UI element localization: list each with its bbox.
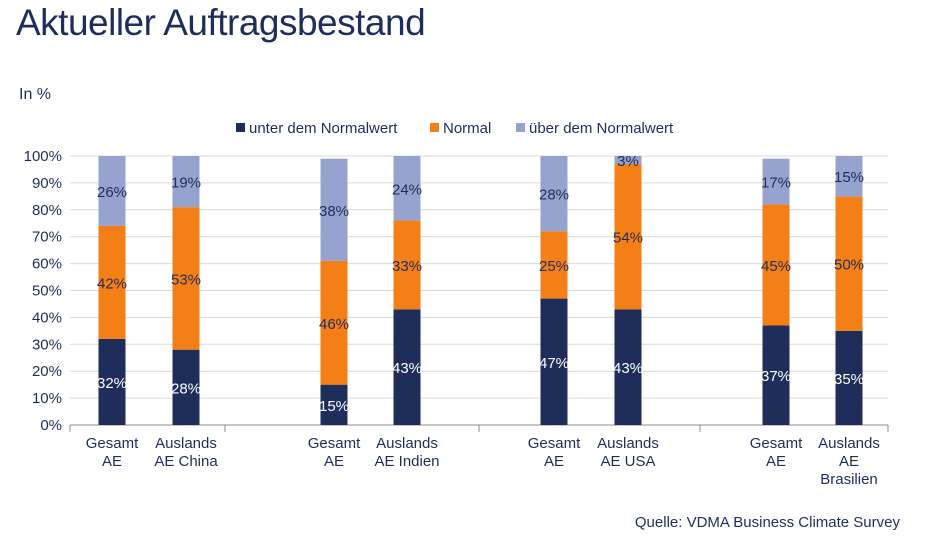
data-label: 38% [319,203,349,220]
legend-label: unter dem Normalwert [249,120,398,137]
y-tick-label: 100% [24,148,62,165]
x-tick-label-line: Brasilien [820,471,878,488]
x-tick-label-line: Auslands [376,435,438,452]
y-tick-label: 20% [32,363,62,380]
x-tick-label-line: Auslands [597,435,659,452]
bar-segment [172,349,200,425]
y-tick-label: 10% [32,390,62,407]
y-tick-label: 80% [32,202,62,219]
data-label: 24% [392,181,422,198]
chart-legend: unter dem Normalwert Normal über dem Norma… [236,120,674,137]
bar-segment [835,330,863,425]
data-label: 33% [392,258,422,275]
legend-swatch [236,123,245,132]
bar-segment [98,156,126,226]
x-tick-label-line: Auslands [155,435,217,452]
x-tick-label-line: AE [102,453,122,470]
x-tick-label: Auslands AE Indien [374,435,439,470]
stacked-bar-chart: 0% 10% 20% 30% 40% 50% 60% 70% 80% 90% 100% 32% 42%… [24,120,889,488]
x-tick-label-line: Auslands [818,435,880,452]
y-tick-label: 40% [32,309,62,326]
data-label: 42% [97,275,127,292]
data-label: 28% [171,380,201,397]
x-tick-label: Gesamt AE [528,435,581,470]
bar-segment [540,231,568,299]
data-label: 37% [761,368,791,385]
y-tick-label: 60% [32,256,62,273]
data-label: 25% [539,258,569,275]
x-tick-label: Gesamt AE [308,435,361,470]
bar-segment [320,260,348,385]
legend-label: Normal [443,120,491,137]
x-tick-label: Auslands AE USA [597,435,659,470]
y-tick-label: 90% [32,175,62,192]
bar-segment [762,158,790,205]
x-tick-label-line: Gesamt [308,435,361,452]
bar-segment [172,156,200,208]
y-tick-label: 0% [40,417,62,434]
data-label: 47% [539,355,569,372]
unit-label: In % [19,86,52,103]
source-note: Quelle: VDMA Business Climate Survey [634,514,900,531]
x-tick-label: Auslands AE Brasilien [818,435,880,488]
page-title: Aktueller Auftragsbestand [16,2,426,43]
x-tick-label-line: AE [324,453,344,470]
data-label: 26% [97,184,127,201]
x-tick-label-line: AE China [154,453,218,470]
bar-segment [762,325,790,425]
bar-segment [614,309,642,425]
y-tick-label: 30% [32,336,62,353]
x-tick-label-line: Gesamt [528,435,581,452]
bar-segment [320,384,348,425]
bar-segment [98,225,126,339]
data-label: 54% [613,230,643,247]
legend-label: über dem Normalwert [529,120,674,137]
bar-segment [393,156,421,221]
x-tick-label: Gesamt AE [750,435,803,470]
data-label: 19% [171,175,201,192]
x-tick-label-line: Gesamt [750,435,803,452]
x-tick-label: Auslands AE China [154,435,218,470]
x-tick-label-line: AE Indien [374,453,439,470]
bar-segment [614,156,642,165]
bar-segment [393,309,421,425]
x-tick-label-line: AE [766,453,786,470]
data-label: 3% [617,153,639,170]
bar-segment [540,156,568,232]
data-label: 17% [761,175,791,192]
x-tick-label: Gesamt AE [86,435,139,470]
x-tick-label-line: AE USA [600,453,655,470]
data-label: 28% [539,187,569,204]
data-label: 15% [319,398,349,415]
bar-segment [835,156,863,197]
x-tick-label-line: AE [839,453,859,470]
data-label: 43% [613,360,643,377]
y-axis-ticks: 0% 10% 20% 30% 40% 50% 60% 70% 80% 90% 100% [24,148,62,434]
gridlines [69,155,889,432]
bar-segment [393,220,421,310]
data-label: 46% [319,316,349,333]
bar-segment [614,164,642,310]
legend-swatch [516,123,525,132]
x-tick-label-line: AE [544,453,564,470]
y-tick-label: 70% [32,229,62,246]
data-label: 50% [834,257,864,274]
data-label: 32% [97,375,127,392]
y-tick-label: 50% [32,283,62,300]
bar-segment [98,338,126,425]
data-label: 53% [171,271,201,288]
bar-series: 32% 42% 26% 28% 53% 19% 15% 46% 38% 43% 33% 24% 47% 2… [97,153,864,425]
legend-swatch [430,123,439,132]
bar-segment [172,207,200,350]
data-label: 45% [761,258,791,275]
data-label: 15% [834,169,864,186]
bar-segment [540,298,568,425]
data-label: 43% [392,360,422,377]
bar-segment [762,204,790,326]
x-tick-label-line: Gesamt [86,435,139,452]
bar-segment [835,196,863,331]
data-label: 35% [834,371,864,388]
bar-segment [320,158,348,261]
